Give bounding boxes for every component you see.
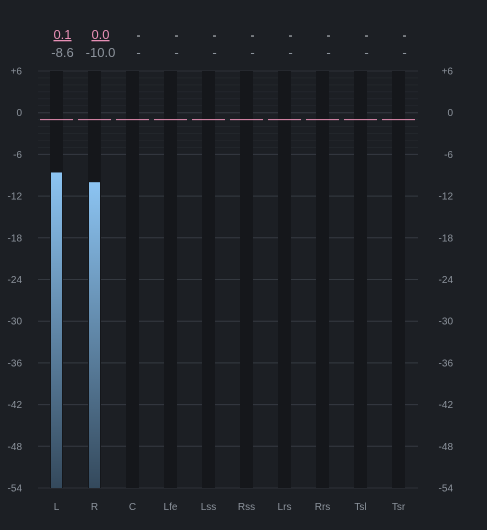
scale-right: +6 0 -6 -12 -18 -24 -30 -36 -42 -48 -54	[439, 67, 454, 495]
level-readout-lfe: -	[174, 45, 178, 60]
peak-readout-c: -	[137, 28, 141, 42]
channel-label-lrs: Lrs	[278, 502, 292, 513]
channel-label-lfe: Lfe	[164, 502, 178, 513]
channel-label-c: C	[129, 502, 136, 513]
scale-label-right: -42	[439, 400, 454, 411]
level-bar-l	[51, 172, 62, 488]
channel-track-tsl	[354, 71, 367, 488]
scale-label-right: -24	[439, 275, 454, 286]
peak-readout-lfe: -	[175, 28, 179, 42]
channel-label-r: R	[91, 502, 98, 513]
channel-track-lrs	[278, 71, 291, 488]
level-readout-lss: -	[212, 45, 216, 60]
channel-label-l: L	[54, 502, 60, 513]
scale-label-left: +6	[11, 67, 23, 78]
scale-label-left: -6	[13, 150, 22, 161]
level-readout-lrs: -	[288, 45, 292, 60]
scale-label-right: -30	[439, 317, 454, 328]
channel-track-lfe	[164, 71, 177, 488]
scale-label-right: -6	[444, 150, 453, 161]
scale-label-right: -12	[439, 192, 454, 203]
peak-readout-l: 0.1	[53, 27, 71, 42]
level-readout-c: -	[136, 45, 140, 60]
channel-track-c	[126, 71, 139, 488]
scale-label-left: -18	[8, 233, 23, 244]
level-readout-l: -8.6	[51, 45, 73, 60]
channel-label-rrs: Rrs	[315, 502, 331, 513]
peak-readout-tsl: -	[365, 28, 369, 42]
scale-label-left: -48	[8, 442, 23, 453]
scale-label-left: -54	[8, 484, 23, 495]
peak-readout-tsr: -	[403, 28, 407, 42]
channel-track-rrs	[316, 71, 329, 488]
peak-readout-rrs: -	[327, 28, 331, 42]
channel-track-rss	[240, 71, 253, 488]
scale-label-left: -30	[8, 317, 23, 328]
level-readout-rrs: -	[326, 45, 330, 60]
peak-readout-lrs: -	[289, 28, 293, 42]
scale-label-left: -12	[8, 192, 23, 203]
channel-label-lss: Lss	[201, 502, 217, 513]
level-readout-tsr: -	[402, 45, 406, 60]
channel-readouts: 0.1 -8.6 0.0 -10.0 - - - - - - - - - - - - - - - -	[51, 27, 406, 60]
channel-label-tsl: Tsl	[354, 502, 366, 513]
scale-label-right: -36	[439, 358, 454, 369]
level-bar-r	[89, 182, 100, 488]
level-readout-rss: -	[250, 45, 254, 60]
scale-label-right: -48	[439, 442, 454, 453]
level-readout-r: -10.0	[86, 45, 116, 60]
peak-readout-r: 0.0	[91, 27, 109, 42]
scale-label-left: 0	[16, 108, 22, 119]
channel-labels: L R C Lfe Lss Rss Lrs Rrs Tsl Tsr	[54, 502, 406, 513]
channel-label-tsr: Tsr	[392, 502, 406, 513]
bars-layer	[51, 172, 100, 488]
scale-label-left: -24	[8, 275, 23, 286]
scale-label-right: +6	[442, 67, 454, 78]
channel-label-rss: Rss	[238, 502, 255, 513]
channel-track-tsr	[392, 71, 405, 488]
scale-label-right: 0	[447, 108, 453, 119]
scale-left: +6 0 -6 -12 -18 -24 -30 -36 -42 -48 -54	[8, 67, 23, 495]
scale-label-right: -54	[439, 484, 454, 495]
scale-label-left: -42	[8, 400, 23, 411]
peak-readout-rss: -	[251, 28, 255, 42]
peak-readout-lss: -	[213, 28, 217, 42]
scale-label-right: -18	[439, 233, 454, 244]
channel-track-lss	[202, 71, 215, 488]
level-readout-tsl: -	[364, 45, 368, 60]
scale-label-left: -36	[8, 358, 23, 369]
